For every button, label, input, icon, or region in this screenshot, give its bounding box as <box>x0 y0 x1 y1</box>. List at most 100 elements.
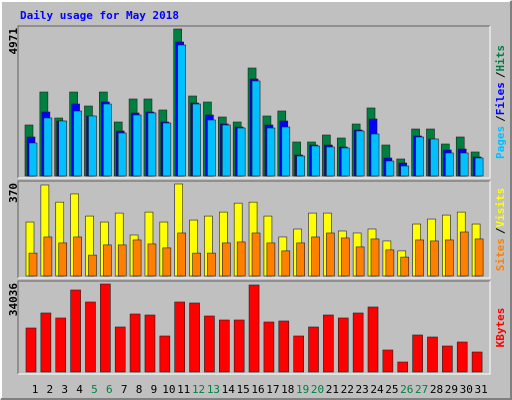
x-tick-label: 14 <box>222 383 236 396</box>
x-tick-label: 6 <box>106 383 113 396</box>
bar <box>296 242 305 277</box>
x-tick-label: 1 <box>32 383 39 396</box>
x-tick-label: 9 <box>151 383 158 396</box>
bar <box>340 237 350 277</box>
bar <box>162 247 172 277</box>
y-tick-label: 370 <box>7 183 20 203</box>
x-tick-label: 19 <box>296 383 309 396</box>
x-tick-label: 20 <box>311 383 324 396</box>
legend-separator: / <box>494 115 507 122</box>
x-tick-label: 25 <box>385 383 398 396</box>
bar <box>370 238 380 277</box>
x-tick-label: 5 <box>91 383 98 396</box>
bar <box>222 124 231 177</box>
bar <box>147 112 157 177</box>
bar <box>442 345 453 373</box>
bar <box>100 283 111 373</box>
x-tick-label: 2 <box>47 383 54 396</box>
bar <box>233 319 245 373</box>
bar <box>236 241 246 277</box>
x-tick-label: 4 <box>76 383 83 396</box>
panel-edge-dark <box>17 280 490 374</box>
bar <box>326 146 335 177</box>
bar <box>117 244 127 277</box>
bar <box>58 242 68 277</box>
x-tick-label: 7 <box>121 383 128 396</box>
panel-edge-dark <box>17 25 490 178</box>
bar <box>474 157 484 177</box>
bar <box>370 133 380 177</box>
bar <box>43 236 53 277</box>
panel-edge-light <box>18 281 491 375</box>
x-tick-label: 26 <box>400 383 413 396</box>
bar <box>70 289 81 373</box>
x-tick-label: 29 <box>445 383 458 396</box>
legend: KBytes <box>494 308 507 348</box>
bar <box>430 240 439 277</box>
x-tick-label: 21 <box>326 383 339 396</box>
bar <box>236 127 246 177</box>
bar <box>355 246 365 277</box>
bar <box>117 132 127 177</box>
bar <box>88 115 97 177</box>
x-tick-label: 13 <box>207 383 220 396</box>
bar <box>219 319 230 373</box>
bar <box>281 126 291 177</box>
legend-separator: / <box>494 227 507 234</box>
legend-entry: Hits <box>494 45 507 72</box>
bar <box>400 165 410 177</box>
x-tick-label: 22 <box>341 383 354 396</box>
bar <box>382 349 394 373</box>
bar <box>28 252 38 277</box>
x-tick-label: 27 <box>415 383 428 396</box>
bar <box>400 256 410 277</box>
bar <box>266 127 276 177</box>
bar <box>385 160 395 177</box>
bar <box>192 103 201 177</box>
bar <box>248 284 260 373</box>
legend-entry: Files <box>494 82 507 115</box>
bar <box>177 232 186 277</box>
bar <box>58 120 68 177</box>
bar <box>85 301 96 373</box>
bar <box>397 361 409 373</box>
bar <box>207 119 216 177</box>
bar <box>207 252 216 277</box>
bar <box>415 239 424 277</box>
bar <box>73 236 82 277</box>
bar <box>159 335 171 373</box>
bar <box>296 155 305 177</box>
bar <box>263 321 275 373</box>
bar <box>326 232 335 277</box>
bar <box>278 320 290 373</box>
y-tick-label: 34036 <box>7 283 20 316</box>
x-tick-label: 18 <box>281 383 294 396</box>
bar <box>103 103 112 177</box>
bar <box>456 341 468 373</box>
legend-entry: KBytes <box>494 308 507 348</box>
legend-entry: Sites <box>494 238 507 271</box>
x-tick-label: 28 <box>430 383 443 396</box>
bar <box>204 315 215 373</box>
bar <box>177 44 186 177</box>
bar <box>430 138 439 177</box>
legend: Sites /Visits <box>494 188 507 272</box>
bar <box>192 252 201 277</box>
bar <box>28 142 38 177</box>
bar <box>55 317 67 373</box>
bar <box>132 114 142 177</box>
bar <box>323 314 334 373</box>
x-tick-label: 31 <box>474 383 487 396</box>
bar <box>471 351 483 373</box>
bar <box>162 122 172 177</box>
title: Daily usage for May 2018 <box>20 9 179 22</box>
bar <box>311 236 320 277</box>
bar <box>293 335 304 373</box>
bar <box>459 231 469 277</box>
panel-edge-dark <box>17 180 490 278</box>
bar <box>251 232 261 277</box>
bar <box>445 239 454 277</box>
bar <box>88 254 97 277</box>
